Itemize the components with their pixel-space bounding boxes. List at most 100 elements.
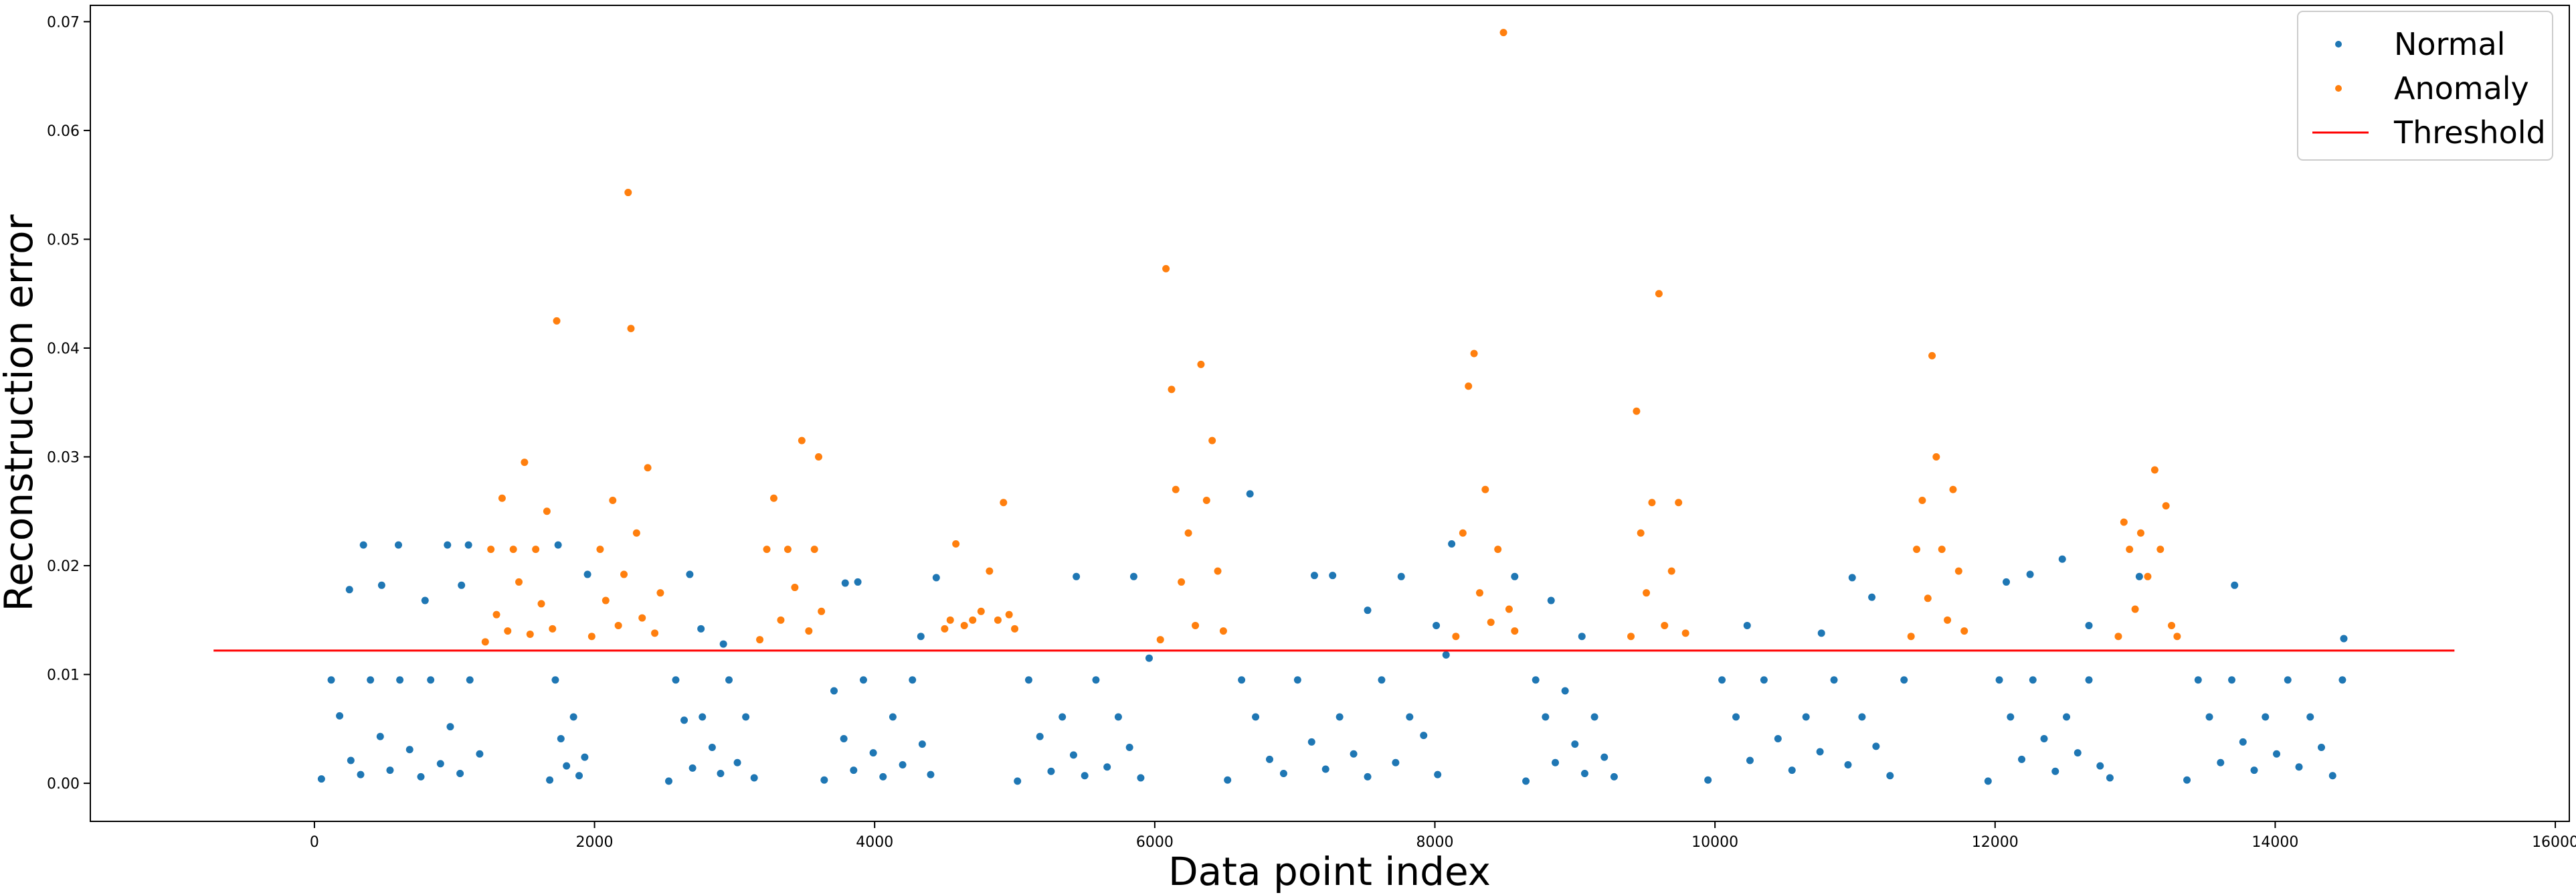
y-tick-label-0.02: 0.02 bbox=[47, 558, 80, 575]
anomaly-point bbox=[537, 600, 545, 608]
normal-point bbox=[557, 734, 565, 742]
anomaly-point bbox=[481, 638, 489, 646]
normal-point bbox=[1844, 760, 1852, 768]
normal-point bbox=[1092, 676, 1100, 684]
anomaly-point bbox=[769, 494, 777, 502]
anomaly-point bbox=[1643, 589, 1651, 597]
anomaly-point bbox=[614, 621, 622, 629]
normal-point bbox=[1129, 572, 1137, 580]
normal-point bbox=[830, 687, 838, 695]
plot-frame bbox=[90, 5, 2570, 822]
normal-point bbox=[1816, 748, 1824, 756]
anomaly-point bbox=[632, 529, 640, 537]
normal-point bbox=[357, 770, 365, 779]
anomaly-point bbox=[1494, 546, 1502, 554]
anomaly-point bbox=[515, 578, 523, 586]
normal-point bbox=[1036, 732, 1044, 740]
anomaly-point bbox=[1459, 529, 1467, 537]
normal-point bbox=[1047, 767, 1055, 775]
normal-point bbox=[1848, 574, 1856, 582]
y-tick-label-0.04: 0.04 bbox=[47, 341, 80, 357]
anomaly-point bbox=[492, 611, 500, 619]
anomaly-point bbox=[1648, 499, 1656, 507]
normal-point bbox=[2058, 555, 2066, 563]
normal-point bbox=[1350, 750, 1358, 758]
normal-point bbox=[697, 625, 705, 633]
normal-point bbox=[850, 766, 858, 775]
anomaly-point bbox=[941, 625, 949, 633]
legend-normal-label: Normal bbox=[2394, 26, 2505, 62]
anomaly-point bbox=[2173, 633, 2181, 641]
normal-point bbox=[2085, 676, 2093, 684]
normal-point bbox=[899, 760, 907, 768]
anomaly-point bbox=[1219, 627, 1227, 635]
normal-point bbox=[446, 723, 454, 731]
normal-point bbox=[2338, 676, 2347, 684]
normal-point bbox=[1103, 763, 1111, 771]
normal-point bbox=[1293, 676, 1301, 684]
anomaly-point bbox=[777, 616, 785, 624]
normal-point bbox=[1590, 713, 1598, 721]
y-tick-label-0.03: 0.03 bbox=[47, 450, 80, 467]
normal-point bbox=[1392, 758, 1400, 766]
anomaly-point bbox=[504, 627, 512, 635]
normal-point bbox=[733, 758, 741, 766]
normal-point bbox=[1125, 743, 1133, 751]
normal-point bbox=[2194, 676, 2202, 684]
anomaly-point bbox=[814, 453, 822, 461]
normal-point bbox=[1830, 676, 1838, 684]
y-tick-label-0.00: 0.00 bbox=[47, 776, 80, 793]
normal-point bbox=[932, 574, 940, 582]
normal-point bbox=[2003, 578, 2011, 586]
anomaly-point bbox=[549, 625, 557, 633]
anomaly-point bbox=[1949, 485, 1957, 493]
anomaly-point bbox=[2114, 633, 2122, 641]
normal-point bbox=[466, 676, 474, 684]
normal-point bbox=[1397, 572, 1405, 580]
anomaly-point bbox=[810, 546, 818, 554]
normal-point bbox=[1522, 777, 1530, 785]
normal-point bbox=[909, 676, 917, 684]
normal-point bbox=[421, 596, 429, 604]
normal-point bbox=[708, 743, 716, 751]
anomaly-point bbox=[1960, 627, 1968, 635]
normal-point bbox=[2135, 572, 2143, 580]
anomaly-point bbox=[543, 507, 551, 515]
normal-point bbox=[686, 570, 694, 578]
normal-point bbox=[436, 760, 444, 768]
legend-normal-marker bbox=[2335, 41, 2342, 48]
y-tick-label-0.07: 0.07 bbox=[47, 14, 80, 31]
normal-point bbox=[1571, 740, 1579, 748]
normal-point bbox=[2096, 762, 2104, 770]
anomaly-point bbox=[1944, 616, 1952, 624]
anomaly-point bbox=[2162, 502, 2170, 510]
normal-point bbox=[317, 775, 325, 783]
normal-point bbox=[458, 581, 466, 589]
anomaly-point bbox=[1928, 351, 1936, 359]
anomaly-point bbox=[553, 317, 561, 325]
normal-point bbox=[427, 676, 435, 684]
anomaly-point bbox=[498, 494, 506, 502]
axes bbox=[90, 5, 2570, 822]
anomaly-point bbox=[798, 436, 806, 444]
anomaly-point bbox=[521, 459, 529, 467]
anomaly-point bbox=[2150, 466, 2158, 474]
normal-point bbox=[1900, 676, 1908, 684]
anomaly-point bbox=[986, 567, 994, 575]
legend-anomaly-label: Anomaly bbox=[2394, 70, 2529, 106]
normal-point bbox=[2295, 763, 2303, 771]
normal-point bbox=[1321, 765, 1329, 773]
anomaly-point bbox=[1011, 625, 1019, 633]
normal-point bbox=[2007, 713, 2015, 721]
normal-point bbox=[719, 640, 727, 648]
anomaly-point bbox=[1505, 605, 1513, 613]
normal-point bbox=[569, 713, 577, 721]
normal-point bbox=[1578, 633, 1586, 641]
normal-point bbox=[1732, 713, 1740, 721]
normal-point bbox=[2328, 772, 2336, 780]
x-tick-label-4000: 4000 bbox=[856, 834, 893, 851]
x-axis-ticks: 0 2000 4000 6000 8000 10000 12000 14000 16000 bbox=[310, 821, 2576, 851]
normal-point bbox=[1886, 772, 1894, 780]
anomaly-point bbox=[627, 325, 635, 333]
